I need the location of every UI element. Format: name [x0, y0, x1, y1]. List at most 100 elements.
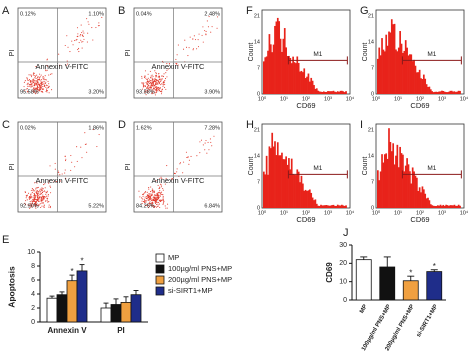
- histogram-fill: [268, 34, 271, 94]
- event-dot: [167, 203, 169, 205]
- event-dot: [80, 39, 82, 41]
- event-dot: [37, 85, 39, 87]
- event-dot: [49, 73, 52, 75]
- event-dot: [147, 86, 149, 88]
- event-dot: [39, 203, 41, 205]
- y-axis-label: PI: [125, 164, 132, 171]
- legend-swatch: [155, 264, 165, 274]
- event-dot: [143, 75, 146, 77]
- event-dot: [153, 87, 155, 89]
- event-dot: [50, 192, 52, 194]
- event-dot: [40, 74, 42, 76]
- event-dot: [140, 197, 143, 199]
- event-dot: [157, 192, 159, 194]
- event-dot: [32, 87, 34, 89]
- event-dot: [213, 135, 215, 137]
- event-dot: [151, 85, 153, 87]
- x-tick-label: 10¹: [394, 96, 402, 102]
- event-dot: [42, 194, 44, 196]
- histogram-fill: [286, 56, 289, 94]
- event-dot: [59, 64, 61, 66]
- histogram-fill: [271, 132, 274, 208]
- event-dot: [152, 196, 154, 198]
- event-dot: [200, 139, 203, 141]
- event-dot: [42, 202, 45, 204]
- event-dot: [159, 206, 161, 209]
- histogram-fill: [313, 85, 315, 94]
- event-dot: [164, 78, 167, 80]
- event-dot: [41, 197, 43, 199]
- histogram-fill: [290, 63, 293, 94]
- legend-label: MP: [168, 253, 179, 262]
- event-dot: [143, 77, 146, 79]
- y-axis-label: CD69: [325, 262, 334, 283]
- event-dot: [162, 76, 164, 78]
- event-dot: [43, 198, 45, 200]
- event-dot: [194, 39, 197, 41]
- histogram-fill: [343, 205, 346, 208]
- event-dot: [36, 91, 38, 93]
- event-dot: [40, 198, 42, 200]
- event-dot: [81, 35, 84, 37]
- histogram-fill: [439, 91, 442, 94]
- event-dot: [199, 152, 201, 154]
- event-dot: [159, 187, 161, 189]
- event-dot: [25, 197, 27, 199]
- event-dot: [28, 74, 30, 76]
- event-dot: [46, 192, 48, 194]
- event-dot: [160, 193, 162, 195]
- event-dot: [40, 191, 42, 193]
- event-dot: [82, 41, 84, 43]
- event-dot: [149, 191, 152, 193]
- event-dot: [166, 69, 168, 71]
- y-tick-label: 21: [368, 127, 374, 133]
- quadrant-percent: 6.84%: [204, 203, 220, 209]
- event-dot: [35, 205, 37, 207]
- event-dot: [35, 88, 37, 90]
- legend-label: 100µg/ml PNS+MP: [168, 264, 232, 273]
- event-dot: [149, 88, 151, 90]
- event-dot: [85, 143, 87, 145]
- histogram-fill: [402, 154, 404, 208]
- event-dot: [145, 82, 147, 84]
- histogram-fill: [279, 155, 282, 208]
- x-tick-label: si-SIRT1+MP: [416, 304, 439, 339]
- event-dot: [150, 76, 152, 79]
- event-dot: [43, 77, 45, 79]
- histogram-fill: [416, 72, 418, 94]
- event-dot: [75, 39, 77, 41]
- event-dot: [182, 48, 185, 50]
- event-dot: [37, 76, 39, 78]
- event-dot: [66, 60, 68, 62]
- event-dot: [87, 21, 89, 23]
- event-dot: [146, 194, 148, 196]
- event-dot: [43, 81, 45, 83]
- event-dot: [162, 198, 164, 200]
- histogram-fill: [307, 190, 310, 208]
- event-dot: [155, 202, 157, 205]
- histogram-fill: [397, 167, 400, 208]
- event-dot: [145, 204, 147, 206]
- event-dot: [26, 90, 28, 92]
- event-dot: [150, 83, 152, 85]
- event-dot: [38, 78, 40, 80]
- event-dot: [29, 207, 31, 210]
- event-dot: [149, 203, 151, 205]
- histogram-fill: [441, 90, 443, 94]
- histogram-fill: [409, 54, 411, 94]
- histogram-fill: [377, 58, 379, 94]
- event-dot: [159, 199, 161, 201]
- event-dot: [98, 25, 100, 27]
- histogram-fill: [438, 205, 440, 208]
- event-dot: [144, 75, 146, 77]
- event-dot: [162, 194, 164, 196]
- y-tick-label: 14: [368, 39, 374, 45]
- event-dot: [152, 81, 154, 83]
- histogram-fill: [318, 91, 321, 94]
- event-dot: [84, 132, 86, 134]
- event-dot: [36, 200, 38, 203]
- event-dot: [157, 82, 159, 84]
- histogram-fill: [413, 59, 415, 94]
- event-dot: [196, 48, 198, 50]
- event-dot: [158, 201, 160, 203]
